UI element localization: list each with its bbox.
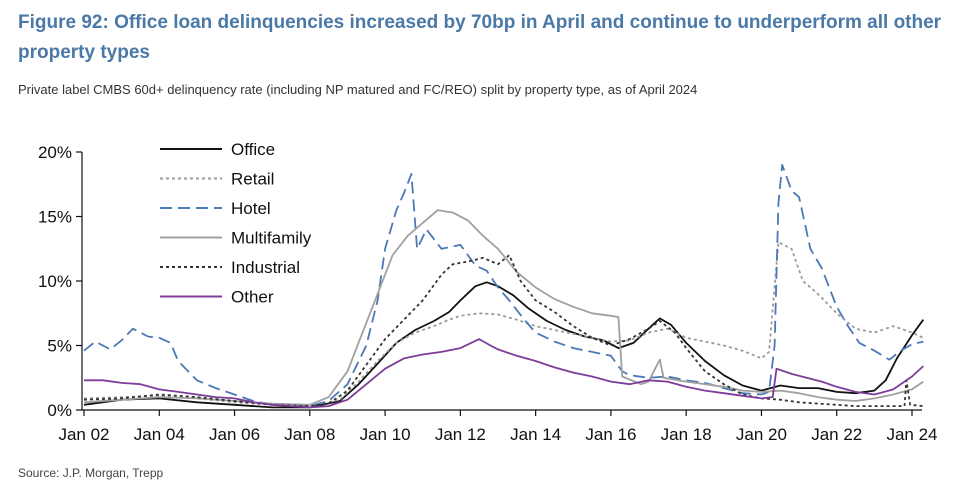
- axis-layer: 0% 5% 10% 15% 20% Jan 02 Jan 04 Jan 06 Jan 08 Jan…: [38, 143, 938, 444]
- legend-label-office: Office: [231, 140, 275, 159]
- legend-label-multifamily: Multifamily: [231, 229, 312, 248]
- x-tick-label: Jan 06: [209, 425, 260, 444]
- legend-label-industrial: Industrial: [231, 258, 300, 277]
- x-tick-label: Jan 14: [510, 425, 561, 444]
- legend-label-retail: Retail: [231, 170, 274, 189]
- y-tick-label: 20%: [38, 143, 72, 162]
- series-line-retail: [83, 241, 924, 407]
- x-tick-label: Jan 08: [284, 425, 335, 444]
- series-line-multifamily: [83, 209, 924, 406]
- series-layer: [83, 164, 925, 409]
- y-tick-label: 5%: [47, 337, 72, 356]
- x-tick-label: Jan 02: [58, 425, 109, 444]
- figure-subtitle: Private label CMBS 60d+ delinquency rate…: [18, 82, 698, 97]
- series-line-industrial: [83, 254, 924, 407]
- x-tick-label: Jan 24: [886, 425, 937, 444]
- y-tick-label: 10%: [38, 272, 72, 291]
- x-tick-label: Jan 16: [585, 425, 636, 444]
- y-tick-label: 15%: [38, 208, 72, 227]
- legend-label-hotel: Hotel: [231, 199, 271, 218]
- x-tick-label: Jan 10: [360, 425, 411, 444]
- y-tick-label: 0%: [47, 401, 72, 420]
- source-note: Source: J.P. Morgan, Trepp: [18, 466, 164, 480]
- x-tick-label: Jan 22: [811, 425, 862, 444]
- series-line-office: [83, 281, 925, 409]
- x-tick-label: Jan 12: [435, 425, 486, 444]
- x-tick-label: Jan 18: [661, 425, 712, 444]
- x-tick-label: Jan 04: [134, 425, 185, 444]
- chart-legend: Office Retail Hotel Multifamily Industrial Ot…: [160, 140, 312, 307]
- series-line-other: [84, 338, 924, 409]
- series-line-hotel: [83, 164, 924, 407]
- figure-title: Figure 92: Office loan delinquencies inc…: [18, 12, 942, 63]
- x-tick-label: Jan 20: [736, 425, 787, 444]
- legend-label-other: Other: [231, 288, 274, 307]
